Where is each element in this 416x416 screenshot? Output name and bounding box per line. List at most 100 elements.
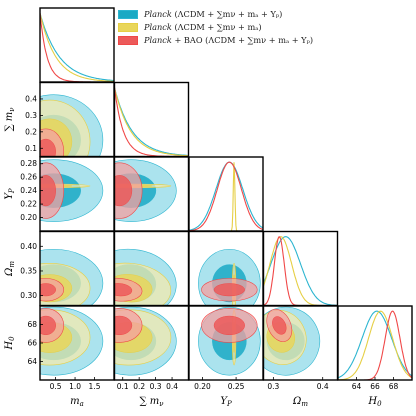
x-tick-label: 66: [370, 382, 380, 391]
y-tick-label: 0.30: [20, 291, 37, 300]
marginal-curve-1: [40, 13, 114, 82]
y-axis-subscript: ν: [8, 107, 16, 112]
contour-68-2: [40, 315, 56, 336]
marginal-Y_P: [189, 161, 263, 231]
y-tick-label: 0.22: [20, 200, 37, 209]
x-tick-label: 0.25: [228, 382, 245, 391]
y-axis-subscript: m: [8, 261, 16, 268]
panel-Y_P-vs-m_a: [40, 159, 104, 222]
panel-frame: [39, 7, 115, 83]
contour-68-2: [213, 315, 245, 336]
panel-H_0-vs-Y_P: [198, 306, 261, 376]
x-axis-label-H_0: H0: [367, 396, 382, 408]
y-axis-label-sum_mnu: ∑ mν: [4, 107, 16, 132]
x-tick-label: 0.20: [194, 382, 211, 391]
legend-item: Planck (ΛCDM + ∑mν + mₐ + Yₚ): [118, 8, 313, 20]
y-tick-label: 0.2: [25, 127, 37, 136]
contour-68-2: [40, 175, 56, 207]
y-axis-subscript: P: [8, 188, 16, 194]
legend-item: Planck (ΛCDM + ∑mν + mₐ): [118, 21, 313, 33]
legend-label: Planck (ΛCDM + ∑mν + mₐ): [144, 22, 262, 32]
x-tick-label: 0.5: [50, 382, 62, 391]
x-axis-label-Omega_m: Ωm: [292, 396, 308, 408]
x-axis-subscript: ν: [159, 400, 164, 408]
y-tick-label: 0.3: [25, 111, 37, 120]
x-axis-subscript: P: [226, 400, 232, 408]
y-tick-label: 0.40: [20, 242, 37, 251]
panel-Omega_m-vs-m_a: [40, 248, 104, 306]
marginal-curve-1: [338, 310, 412, 380]
y-tick-label: 0.35: [20, 266, 37, 275]
contour-68-2: [213, 283, 245, 297]
marginal-sum_mnu: [114, 87, 189, 157]
contour-68-2: [272, 316, 287, 335]
marginal-H_0: [338, 310, 412, 380]
x-tick-label: 0.3: [267, 382, 279, 391]
legend-label-italic: Planck: [144, 22, 172, 32]
y-tick-label: 0.26: [20, 173, 37, 182]
panel-Omega_m-vs-sum_mnu: [114, 248, 177, 306]
marginal-m_a: [40, 13, 114, 82]
x-tick-label: 0.3: [150, 382, 162, 391]
x-tick-label: 0.2: [133, 382, 145, 391]
panel-Omega_m-vs-Y_P: [198, 248, 261, 306]
x-tick-label: 1.5: [89, 382, 101, 391]
marginal-curve-1: [263, 236, 338, 306]
x-axis-label-m_a: ma: [70, 396, 84, 408]
x-axis-label-Y_P: YP: [220, 396, 232, 408]
panel-Y_P-vs-sum_mnu: [114, 159, 177, 222]
marginal-curve-1: [114, 87, 189, 157]
y-axis-label-Omega_m: Ωm: [4, 261, 16, 277]
legend-label-italic: Planck: [144, 35, 172, 45]
legend-swatch: [118, 22, 138, 32]
y-tick-label: 66: [27, 339, 37, 348]
y-tick-label: 0.1: [25, 144, 37, 153]
y-tick-label: 0.4: [25, 94, 37, 103]
x-tick-label: 0.4: [166, 382, 178, 391]
panel-H_0-vs-m_a: [40, 306, 104, 376]
marginal-curve-2: [338, 310, 412, 380]
legend-swatch: [118, 9, 138, 19]
marginal-curve-2: [189, 161, 263, 231]
panel-H_0-vs-sum_mnu: [114, 306, 177, 376]
contour-68-2: [114, 283, 133, 297]
y-tick-label: 0.24: [20, 186, 37, 195]
contour-68-2: [40, 283, 56, 297]
contour-68-2: [114, 175, 133, 207]
y-axis-label-H_0: H0: [4, 336, 16, 351]
x-tick-label: 0.4: [317, 382, 329, 391]
legend-label: Planck (ΛCDM + ∑mν + mₐ + Yₚ): [144, 9, 282, 19]
panel-H_0-vs-Omega_m: [263, 306, 321, 376]
y-axis-label-Y_P: YP: [4, 188, 16, 200]
marginal-curve-0: [40, 13, 114, 82]
legend-item: Planck + BAO (ΛCDM + ∑mν + mₐ + Yₚ): [118, 34, 313, 46]
y-tick-label: 0.28: [20, 159, 37, 168]
contour-68-2: [114, 315, 133, 336]
x-tick-label: 64: [352, 382, 362, 391]
panel-sum_mnu-vs-m_a: [40, 94, 104, 157]
legend-label-rest: (ΛCDM + ∑mν + mₐ + Yₚ): [171, 9, 283, 19]
y-axis-subscript: 0: [8, 336, 16, 341]
y-tick-label: 68: [27, 320, 37, 329]
legend: Planck (ΛCDM + ∑mν + mₐ + Yₚ) Planck (ΛCD…: [118, 8, 313, 47]
legend-label: Planck + BAO (ΛCDM + ∑mν + mₐ + Yₚ): [144, 35, 313, 45]
legend-label-italic: Planck: [144, 9, 172, 19]
x-tick-label: 68: [389, 382, 399, 391]
marginal-curve-1: [189, 162, 263, 231]
x-axis-subscript: 0: [377, 400, 382, 408]
marginal-Omega_m: [263, 236, 338, 306]
legend-label-rest: (ΛCDM + ∑mν + mₐ): [171, 22, 262, 32]
marginal-curve-0: [338, 310, 412, 379]
x-axis-subscript: a: [80, 400, 84, 408]
x-tick-label: 0.1: [117, 382, 129, 391]
x-axis-label-sum_mnu: ∑ mν: [139, 396, 164, 408]
contour-68-2: [40, 138, 56, 157]
x-tick-label: 1.0: [69, 382, 81, 391]
marginal-curve-0: [189, 161, 263, 231]
y-tick-label: 0.20: [20, 213, 37, 222]
legend-swatch: [118, 35, 138, 45]
x-axis-subscript: m: [301, 400, 308, 408]
panel-frame: [262, 230, 339, 307]
legend-label-rest: + BAO (ΛCDM + ∑mν + mₐ + Yₚ): [171, 35, 314, 45]
